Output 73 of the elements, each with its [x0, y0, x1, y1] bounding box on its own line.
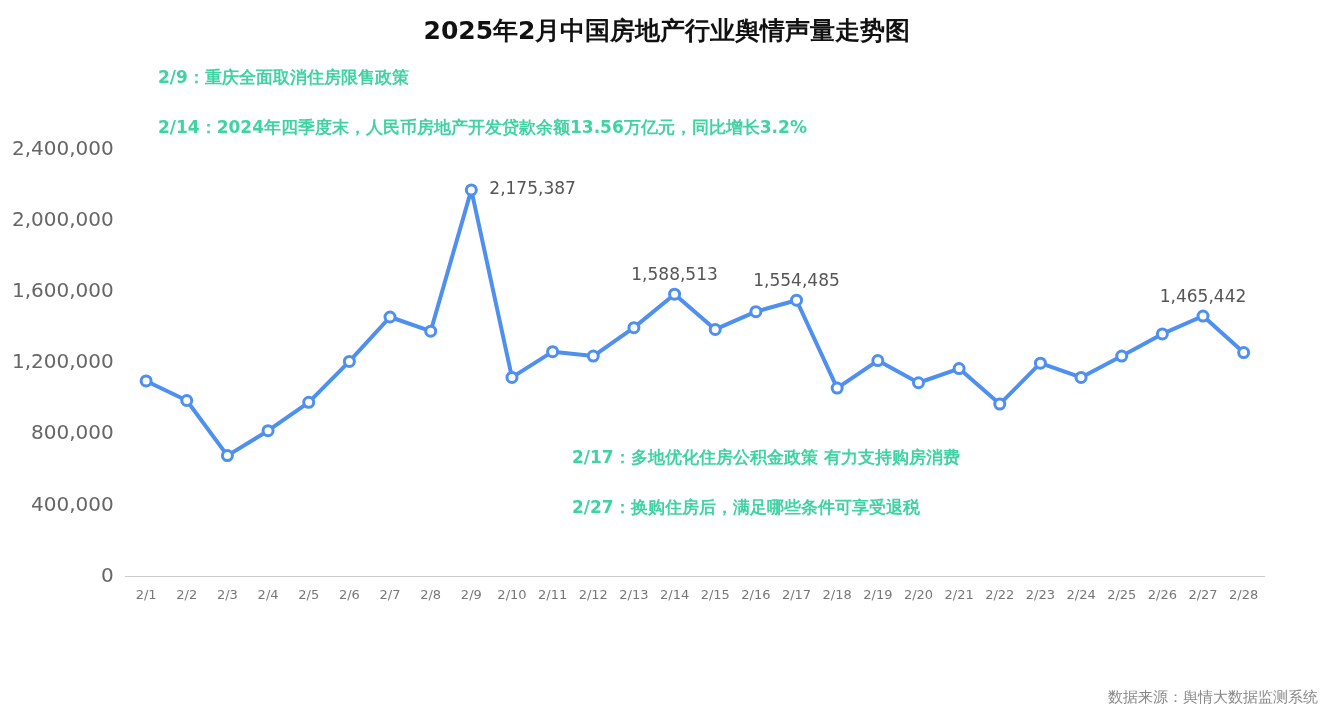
annotation: 2/27：换购住房后，满足哪些条件可享受退税 [572, 496, 920, 519]
point [627, 321, 641, 335]
point [1237, 346, 1251, 360]
point [383, 310, 397, 324]
x-tick-label: 2/18 [822, 586, 852, 602]
data-label: 1,465,442 [1159, 285, 1247, 306]
x-tick-label: 2/4 [257, 586, 279, 602]
point [302, 395, 316, 409]
x-tick-label: 2/24 [1066, 586, 1096, 602]
point [993, 397, 1007, 411]
point [220, 449, 234, 463]
point [1196, 309, 1210, 323]
y-tick-label: 800,000 [31, 420, 114, 445]
x-tick-label: 2/10 [497, 586, 527, 602]
point [1074, 370, 1088, 384]
y-tick-label: 2,400,000 [11, 136, 114, 161]
x-tick-label: 2/13 [619, 586, 649, 602]
y-tick-label: 1,600,000 [11, 278, 114, 303]
x-tick-label: 2/8 [420, 586, 442, 602]
point [871, 354, 885, 368]
x-tick-label: 2/15 [700, 586, 730, 602]
point [546, 345, 560, 359]
text: 2/14：2024年四季度末，人民币房地产开发贷款余额13.56万亿元，同比增长3.2% [158, 116, 807, 139]
x-tick-label: 2/11 [538, 586, 568, 602]
point [952, 362, 966, 376]
point [911, 376, 925, 390]
point [586, 349, 600, 363]
y-tick-label: 0 [101, 562, 114, 587]
x-tick-label: 2/25 [1107, 586, 1137, 602]
x-tick-label: 2/22 [985, 586, 1015, 602]
x-tick-label: 2/3 [216, 586, 238, 602]
point [139, 374, 153, 388]
point [505, 370, 519, 384]
x-tick-label: 2/1 [135, 586, 157, 602]
x-tick-label: 2/20 [903, 586, 934, 602]
x-tick-label: 2/23 [1025, 586, 1056, 602]
x-tick-label: 2/7 [379, 586, 401, 602]
point [830, 381, 844, 395]
point [180, 394, 194, 408]
annotation: 2/17：多地优化住房公积金政策 有力支持购房消费 [572, 446, 960, 469]
data-label: 1,554,485 [753, 270, 840, 291]
point [749, 305, 763, 319]
data-label: 1,588,513 [631, 264, 718, 285]
point [424, 324, 438, 338]
x-tick-label: 2/9 [460, 586, 482, 602]
point [464, 183, 478, 197]
x-tick-label: 2/6 [338, 586, 360, 602]
x-tick-label: 2/16 [741, 586, 771, 602]
x-tick-label: 2/26 [1147, 586, 1177, 602]
y-tick-label: 1,200,000 [11, 349, 114, 374]
x-tick-label: 2/2 [176, 586, 198, 602]
x-tick-label: 2/19 [863, 586, 893, 602]
x-tick-label: 2/28 [1229, 586, 1259, 602]
point [708, 322, 722, 336]
x-tick-label: 2/5 [298, 586, 320, 602]
y-tick-label: 2,000,000 [11, 207, 114, 232]
point [668, 287, 682, 301]
source-note: 数据来源：舆情大数据监测系统 [1108, 688, 1318, 707]
text: 2/9：重庆全面取消住房限售政策 [158, 66, 409, 89]
point [261, 424, 275, 438]
x-tick-label: 2/17 [781, 586, 812, 602]
chart-title: 2025年2月中国房地产行业舆情声量走势图 [422, 15, 912, 47]
point [1033, 356, 1047, 370]
x-tick-label: 2/14 [659, 586, 690, 602]
x-tick-label: 2/21 [944, 586, 974, 602]
y-tick-label: 400,000 [31, 491, 114, 516]
data-label: 2,175,387 [489, 178, 576, 199]
x-tick-label: 2/12 [578, 586, 608, 602]
x-tick-label: 2/27 [1188, 586, 1218, 602]
point [342, 354, 356, 368]
point [1115, 349, 1129, 363]
point [1155, 327, 1169, 341]
point [790, 293, 804, 307]
